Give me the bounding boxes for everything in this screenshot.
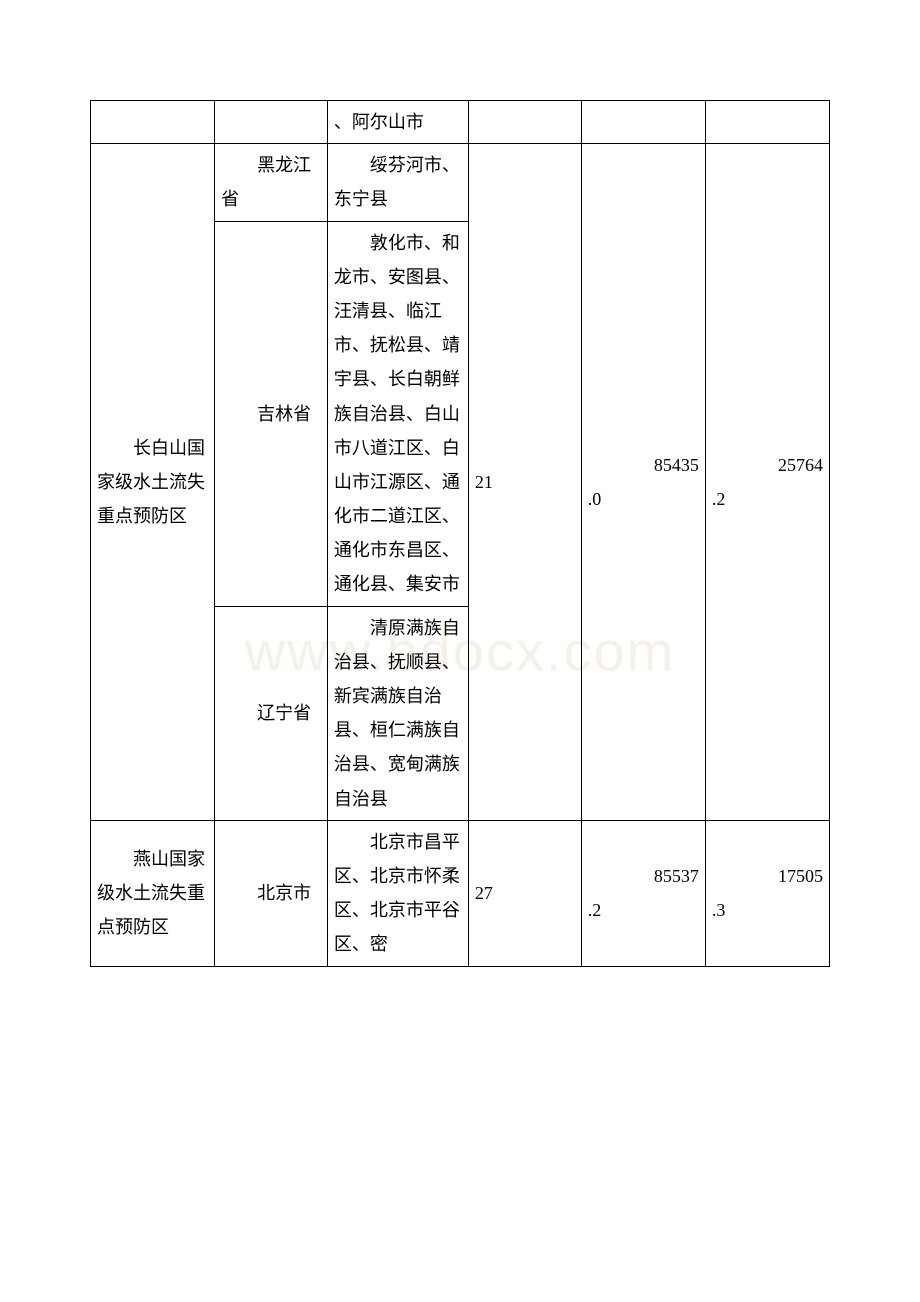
cell-province: 辽宁省 [215, 606, 328, 820]
cell-num3 [705, 101, 829, 144]
cell-counties: 绥芬河市、东宁县 [327, 144, 468, 221]
cell-num1 [468, 101, 581, 144]
cell-region [91, 101, 215, 144]
table-row: 长白山国家级水土流失重点预防区 黑龙江省 绥芬河市、东宁县 21 85435.0… [91, 144, 830, 221]
cell-num3: 25764.2 [705, 144, 829, 821]
cell-num1: 21 [468, 144, 581, 821]
cell-province [215, 101, 328, 144]
cell-num2 [581, 101, 705, 144]
cell-counties: 、阿尔山市 [327, 101, 468, 144]
table-row: 燕山国家级水土流失重点预防区 北京市 北京市昌平区、北京市怀柔区、北京市平谷区、… [91, 820, 830, 966]
cell-province: 吉林省 [215, 221, 328, 606]
cell-num3: 17505.3 [705, 820, 829, 966]
table-row: 、阿尔山市 [91, 101, 830, 144]
cell-province: 黑龙江省 [215, 144, 328, 221]
cell-num2: 85537.2 [581, 820, 705, 966]
cell-counties: 清原满族自治县、抚顺县、新宾满族自治县、桓仁满族自治县、宽甸满族自治县 [327, 606, 468, 820]
cell-counties: 敦化市、和龙市、安图县、汪清县、临江市、抚松县、靖宇县、长白朝鲜族自治县、白山市… [327, 221, 468, 606]
cell-counties: 北京市昌平区、北京市怀柔区、北京市平谷区、密 [327, 820, 468, 966]
cell-region: 长白山国家级水土流失重点预防区 [91, 144, 215, 821]
cell-province: 北京市 [215, 820, 328, 966]
cell-num2: 85435.0 [581, 144, 705, 821]
data-table: 、阿尔山市 长白山国家级水土流失重点预防区 黑龙江省 绥芬河市、东宁县 21 8… [90, 100, 830, 967]
cell-num1: 27 [468, 820, 581, 966]
cell-region: 燕山国家级水土流失重点预防区 [91, 820, 215, 966]
